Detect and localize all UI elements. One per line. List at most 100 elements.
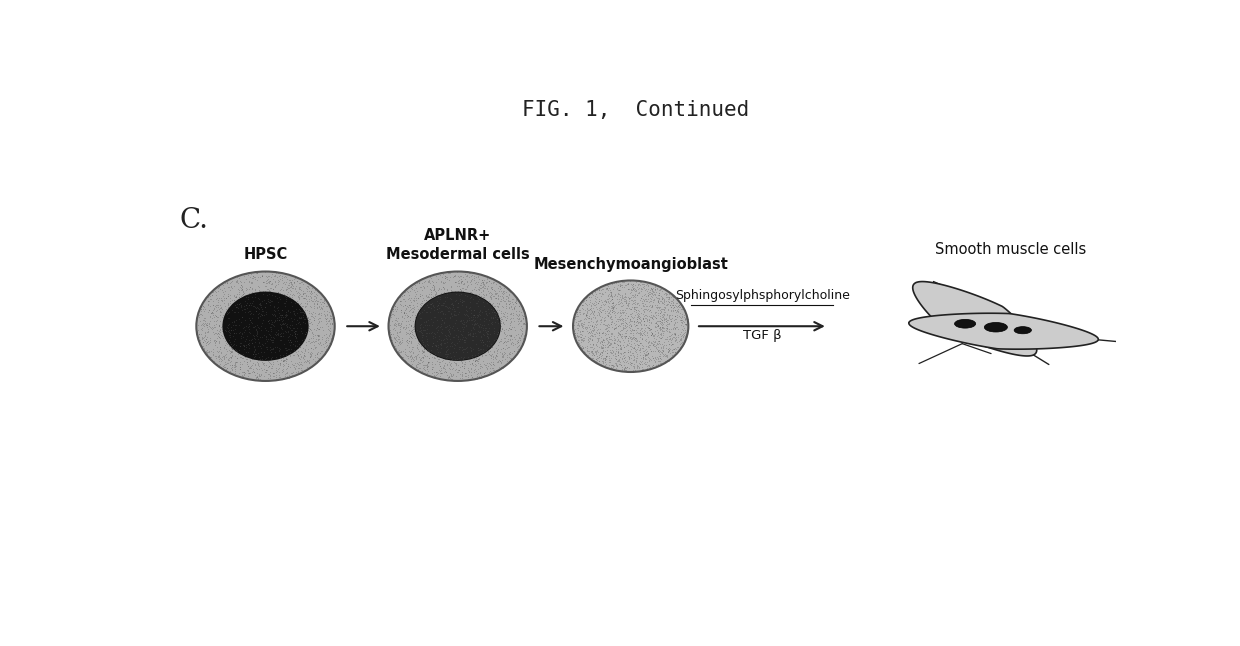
Point bbox=[484, 357, 503, 368]
Point bbox=[259, 290, 279, 300]
Point bbox=[649, 351, 668, 362]
Point bbox=[454, 349, 474, 359]
Point bbox=[464, 284, 484, 294]
Point bbox=[582, 342, 601, 352]
Point bbox=[439, 324, 459, 335]
Point bbox=[424, 367, 444, 377]
Point bbox=[490, 320, 510, 330]
Point bbox=[573, 318, 593, 329]
Point bbox=[268, 306, 288, 316]
Point bbox=[569, 335, 589, 345]
Point bbox=[456, 320, 476, 330]
Point bbox=[398, 311, 418, 322]
Point bbox=[661, 302, 681, 313]
Point bbox=[590, 340, 610, 351]
Point bbox=[593, 343, 613, 353]
Point bbox=[459, 317, 479, 328]
Point bbox=[322, 333, 342, 343]
Point bbox=[304, 301, 324, 311]
Point bbox=[599, 283, 619, 293]
Point bbox=[477, 321, 497, 331]
Point bbox=[670, 298, 689, 309]
Point bbox=[449, 306, 469, 317]
Point bbox=[262, 284, 281, 294]
Point bbox=[490, 323, 510, 333]
Point bbox=[467, 329, 487, 340]
Point bbox=[448, 359, 467, 370]
Point bbox=[436, 333, 456, 343]
Point bbox=[639, 315, 658, 325]
Point bbox=[497, 330, 517, 340]
Point bbox=[316, 314, 336, 324]
Point bbox=[443, 327, 463, 337]
Point bbox=[600, 357, 620, 367]
Point bbox=[424, 284, 444, 295]
Point bbox=[274, 355, 294, 365]
Point bbox=[646, 290, 666, 300]
Point bbox=[408, 304, 428, 315]
Point bbox=[582, 347, 601, 357]
Point bbox=[432, 362, 451, 373]
Point bbox=[303, 296, 322, 306]
Point bbox=[444, 342, 464, 353]
Point bbox=[451, 331, 471, 342]
Point bbox=[224, 360, 244, 371]
Point bbox=[625, 340, 645, 350]
Point bbox=[463, 359, 482, 369]
Point bbox=[475, 339, 495, 349]
Point bbox=[635, 279, 655, 289]
Point bbox=[278, 309, 298, 319]
Point bbox=[281, 341, 301, 351]
Point bbox=[454, 335, 474, 345]
Point bbox=[419, 346, 439, 356]
Point bbox=[260, 373, 280, 384]
Point bbox=[283, 275, 303, 286]
Point bbox=[455, 357, 475, 367]
Point bbox=[244, 346, 264, 356]
Point bbox=[267, 328, 286, 338]
Point bbox=[644, 289, 663, 299]
Point bbox=[405, 315, 425, 326]
Point bbox=[280, 320, 300, 330]
Point bbox=[231, 340, 250, 351]
Point bbox=[207, 342, 227, 352]
Point bbox=[587, 346, 606, 356]
Point bbox=[658, 331, 678, 341]
Point bbox=[187, 320, 207, 330]
Point bbox=[574, 317, 594, 327]
Point bbox=[605, 352, 625, 362]
Point bbox=[309, 309, 329, 319]
Point bbox=[651, 346, 671, 357]
Point bbox=[254, 332, 274, 342]
Point bbox=[439, 331, 459, 341]
Point bbox=[609, 284, 629, 295]
Point bbox=[278, 309, 298, 320]
Point bbox=[280, 323, 300, 333]
Point bbox=[482, 334, 502, 344]
Point bbox=[494, 348, 513, 358]
Point bbox=[641, 312, 661, 322]
Point bbox=[246, 272, 265, 282]
Point bbox=[253, 289, 273, 299]
Point bbox=[485, 351, 505, 362]
Point bbox=[286, 326, 306, 337]
Point bbox=[260, 342, 280, 352]
Point bbox=[461, 315, 481, 325]
Point bbox=[448, 345, 467, 355]
Point bbox=[401, 320, 420, 331]
Point bbox=[604, 333, 624, 343]
Point bbox=[309, 324, 329, 334]
Point bbox=[490, 313, 510, 323]
Point bbox=[417, 280, 436, 291]
Point bbox=[613, 324, 632, 335]
Point bbox=[262, 352, 281, 362]
Point bbox=[449, 335, 469, 345]
Point bbox=[274, 352, 294, 362]
Point bbox=[246, 302, 265, 313]
Point bbox=[665, 348, 684, 358]
Point bbox=[589, 356, 609, 366]
Point bbox=[589, 308, 609, 318]
Point bbox=[217, 362, 237, 373]
Point bbox=[665, 320, 684, 330]
Point bbox=[515, 309, 534, 319]
